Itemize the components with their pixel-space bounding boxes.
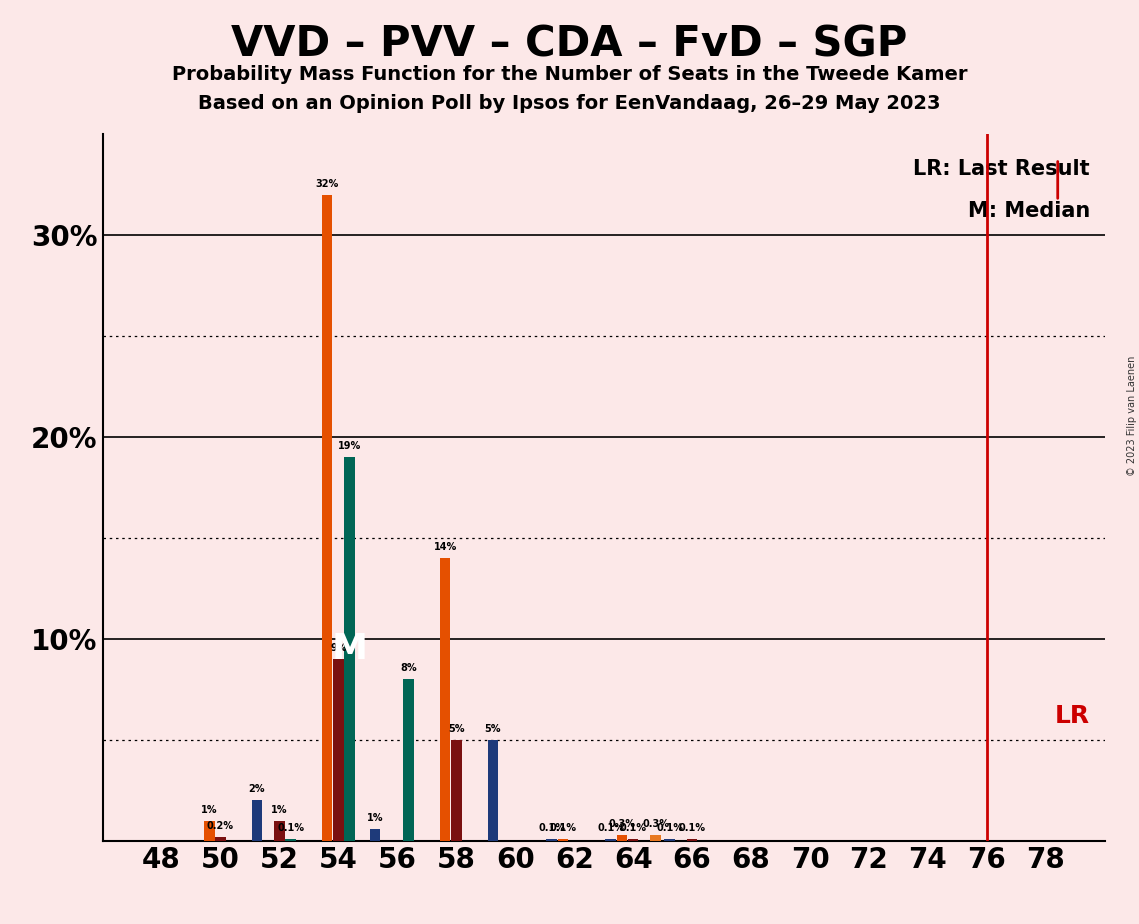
Text: 0.1%: 0.1% xyxy=(620,822,647,833)
Text: Probability Mass Function for the Number of Seats in the Tweede Kamer: Probability Mass Function for the Number… xyxy=(172,65,967,84)
Text: 0.1%: 0.1% xyxy=(549,822,576,833)
Bar xyxy=(333,659,344,841)
Text: VVD – PVV – CDA – FvD – SGP: VVD – PVV – CDA – FvD – SGP xyxy=(231,23,908,65)
Text: Based on an Opinion Poll by Ipsos for EenVandaag, 26–29 May 2023: Based on an Opinion Poll by Ipsos for Ee… xyxy=(198,94,941,114)
Text: 8%: 8% xyxy=(400,663,417,674)
Bar xyxy=(204,821,214,841)
Text: 1%: 1% xyxy=(367,813,383,822)
Text: 0.1%: 0.1% xyxy=(679,822,705,833)
Text: 32%: 32% xyxy=(316,178,338,188)
Text: © 2023 Filip van Laenen: © 2023 Filip van Laenen xyxy=(1126,356,1137,476)
Bar xyxy=(322,195,333,841)
Text: 0.3%: 0.3% xyxy=(608,819,636,829)
Bar xyxy=(440,558,450,841)
Bar xyxy=(252,800,262,841)
Text: 0.1%: 0.1% xyxy=(656,822,683,833)
Text: 0.1%: 0.1% xyxy=(277,822,304,833)
Bar xyxy=(487,740,498,841)
Bar xyxy=(403,679,413,841)
Bar xyxy=(547,839,557,841)
Bar xyxy=(274,821,285,841)
Text: 19%: 19% xyxy=(338,441,361,451)
Text: 0.1%: 0.1% xyxy=(539,822,565,833)
Bar xyxy=(687,839,697,841)
Text: 2%: 2% xyxy=(248,784,265,795)
Text: M: Median: M: Median xyxy=(967,201,1090,221)
Bar xyxy=(215,837,226,841)
Text: M: M xyxy=(331,632,368,666)
Text: 0.3%: 0.3% xyxy=(642,819,669,829)
Text: 9%: 9% xyxy=(330,643,346,653)
Text: LR: Last Result: LR: Last Result xyxy=(913,159,1090,178)
Text: 1%: 1% xyxy=(200,805,218,815)
Bar xyxy=(628,839,639,841)
Text: 5%: 5% xyxy=(484,723,501,734)
Bar xyxy=(451,740,461,841)
Text: 0.1%: 0.1% xyxy=(597,822,624,833)
Bar xyxy=(285,839,296,841)
Bar xyxy=(664,839,675,841)
Text: 5%: 5% xyxy=(448,723,465,734)
Bar xyxy=(369,829,380,841)
Bar xyxy=(558,839,568,841)
Bar xyxy=(650,834,661,841)
Text: 14%: 14% xyxy=(434,542,457,552)
Text: 1%: 1% xyxy=(271,805,288,815)
Bar xyxy=(616,834,628,841)
Text: LR: LR xyxy=(1055,704,1090,728)
Bar xyxy=(344,457,355,841)
Text: 0.2%: 0.2% xyxy=(207,821,233,831)
Bar xyxy=(606,839,616,841)
